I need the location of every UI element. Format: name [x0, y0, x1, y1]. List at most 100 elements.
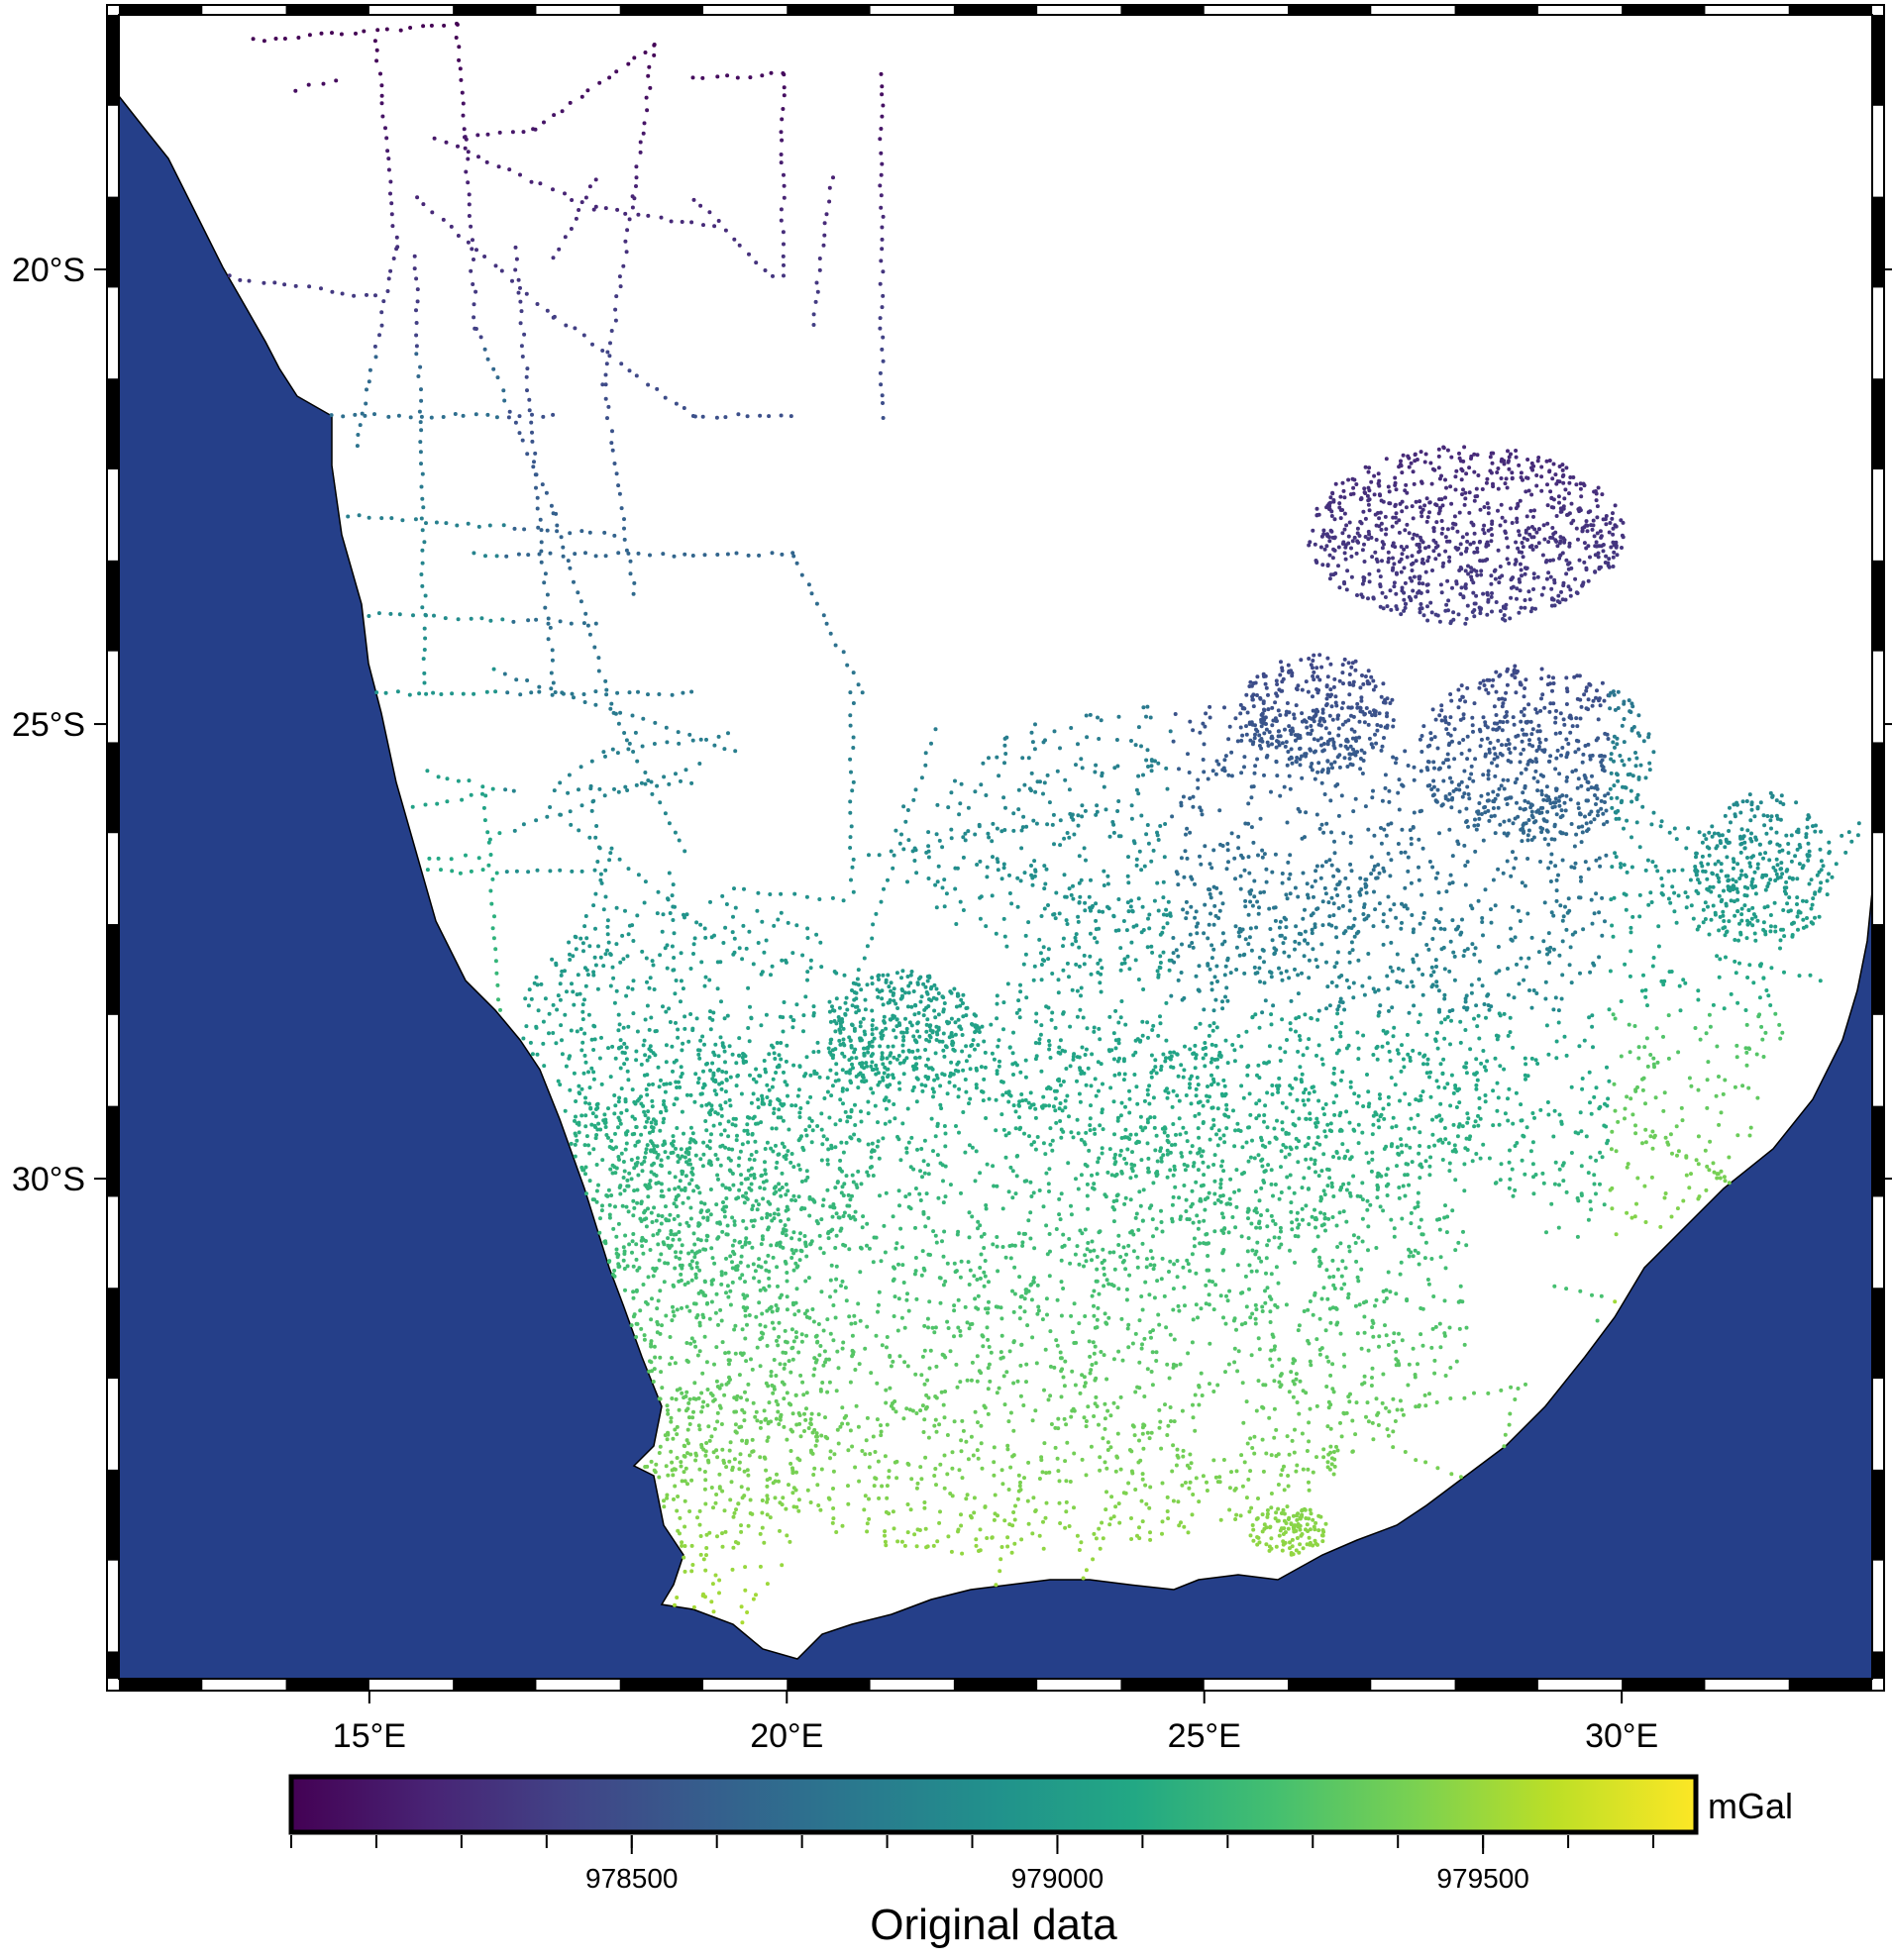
gravity-point — [895, 1328, 900, 1333]
gravity-point — [1137, 1536, 1142, 1541]
gravity-point — [1132, 1433, 1137, 1438]
gravity-point — [422, 540, 427, 545]
gravity-point — [1018, 1070, 1023, 1075]
gravity-point — [1416, 1200, 1420, 1205]
gravity-point — [1219, 1228, 1224, 1233]
gravity-point — [730, 1122, 735, 1127]
gravity-point — [1496, 548, 1501, 553]
gravity-point — [1003, 1155, 1008, 1160]
gravity-point — [631, 1289, 636, 1294]
gravity-point — [720, 1489, 725, 1494]
gravity-point — [1341, 681, 1345, 686]
gravity-point — [1022, 1296, 1027, 1301]
gravity-point — [684, 1160, 688, 1165]
gravity-point — [1324, 544, 1329, 549]
gravity-point — [816, 1322, 821, 1326]
gravity-point — [1330, 491, 1335, 496]
gravity-point — [697, 1349, 702, 1354]
gravity-point — [461, 101, 466, 106]
gravity-point — [578, 1091, 582, 1096]
gravity-point — [1291, 1394, 1296, 1399]
gravity-point — [623, 1147, 628, 1152]
gravity-point — [921, 1430, 926, 1434]
gravity-point — [354, 31, 358, 36]
gravity-point — [1503, 529, 1508, 534]
gravity-point — [1102, 1284, 1106, 1289]
gravity-point — [1209, 1073, 1213, 1078]
gravity-point — [1063, 1525, 1068, 1530]
gravity-point — [959, 1449, 964, 1454]
gravity-point — [1255, 729, 1260, 734]
gravity-point — [714, 1202, 719, 1207]
gravity-point — [1394, 1349, 1399, 1354]
gravity-point — [631, 1213, 636, 1218]
gravity-point — [879, 151, 884, 155]
gravity-point — [673, 1467, 678, 1472]
gravity-point — [1418, 499, 1422, 504]
gravity-point — [1302, 1102, 1307, 1107]
gravity-point — [1308, 1299, 1313, 1303]
gravity-point — [699, 1409, 704, 1414]
gravity-point — [1352, 535, 1357, 540]
gravity-point — [1277, 1245, 1282, 1250]
gravity-point — [1304, 1391, 1309, 1395]
gravity-point — [589, 1122, 594, 1127]
gravity-point — [686, 1223, 691, 1228]
gravity-point — [715, 1455, 720, 1460]
gravity-point — [561, 554, 566, 559]
gravity-point — [645, 1301, 650, 1306]
gravity-point — [538, 181, 543, 186]
gravity-point — [614, 1234, 619, 1239]
gravity-point — [1166, 1516, 1171, 1521]
gravity-point — [510, 278, 514, 283]
gravity-point — [689, 220, 694, 225]
gravity-point — [1464, 471, 1469, 476]
gravity-point — [1261, 671, 1266, 676]
gravity-point — [810, 1430, 815, 1435]
gravity-point — [700, 1164, 705, 1169]
gravity-point — [1023, 1075, 1028, 1080]
gravity-point — [1455, 529, 1460, 534]
gravity-point — [1090, 1173, 1094, 1178]
gravity-point — [551, 680, 556, 685]
gravity-point — [1063, 1105, 1068, 1110]
gravity-point — [1224, 1293, 1228, 1298]
gravity-point — [614, 1145, 618, 1150]
gravity-point — [1459, 477, 1464, 482]
gravity-point — [698, 1534, 703, 1538]
gravity-point — [741, 1305, 746, 1309]
gravity-point — [1568, 587, 1573, 592]
gravity-point — [1572, 674, 1577, 679]
gravity-point — [1539, 667, 1544, 671]
gravity-point — [667, 821, 672, 826]
gravity-point — [1490, 591, 1494, 595]
gravity-point — [735, 75, 740, 80]
gravity-point — [999, 1112, 1004, 1117]
gravity-point — [482, 255, 487, 258]
gravity-point — [602, 1112, 607, 1117]
gravity-point — [1272, 1435, 1277, 1440]
gravity-point — [1417, 574, 1421, 579]
gravity-point — [1327, 713, 1332, 718]
gravity-point — [293, 283, 298, 288]
gravity-point — [1595, 515, 1600, 520]
gravity-point — [372, 412, 376, 417]
gravity-point — [1028, 1236, 1033, 1241]
gravity-point — [1188, 1269, 1192, 1274]
gravity-point — [525, 388, 529, 393]
gravity-point — [1173, 1168, 1177, 1172]
gravity-point — [838, 1228, 843, 1233]
gravity-point — [1493, 752, 1498, 757]
gravity-point — [1159, 1068, 1163, 1073]
gravity-point — [1425, 618, 1430, 623]
gravity-point — [1510, 476, 1515, 481]
gravity-point — [1037, 1477, 1042, 1481]
gravity-point — [1326, 1405, 1331, 1410]
gravity-point — [800, 1380, 805, 1385]
gravity-point — [1130, 1341, 1135, 1346]
gravity-point — [782, 242, 786, 247]
gravity-point — [1389, 1217, 1394, 1222]
gravity-point — [1534, 545, 1538, 549]
gravity-point — [1139, 1498, 1144, 1503]
gravity-point — [978, 1266, 983, 1270]
